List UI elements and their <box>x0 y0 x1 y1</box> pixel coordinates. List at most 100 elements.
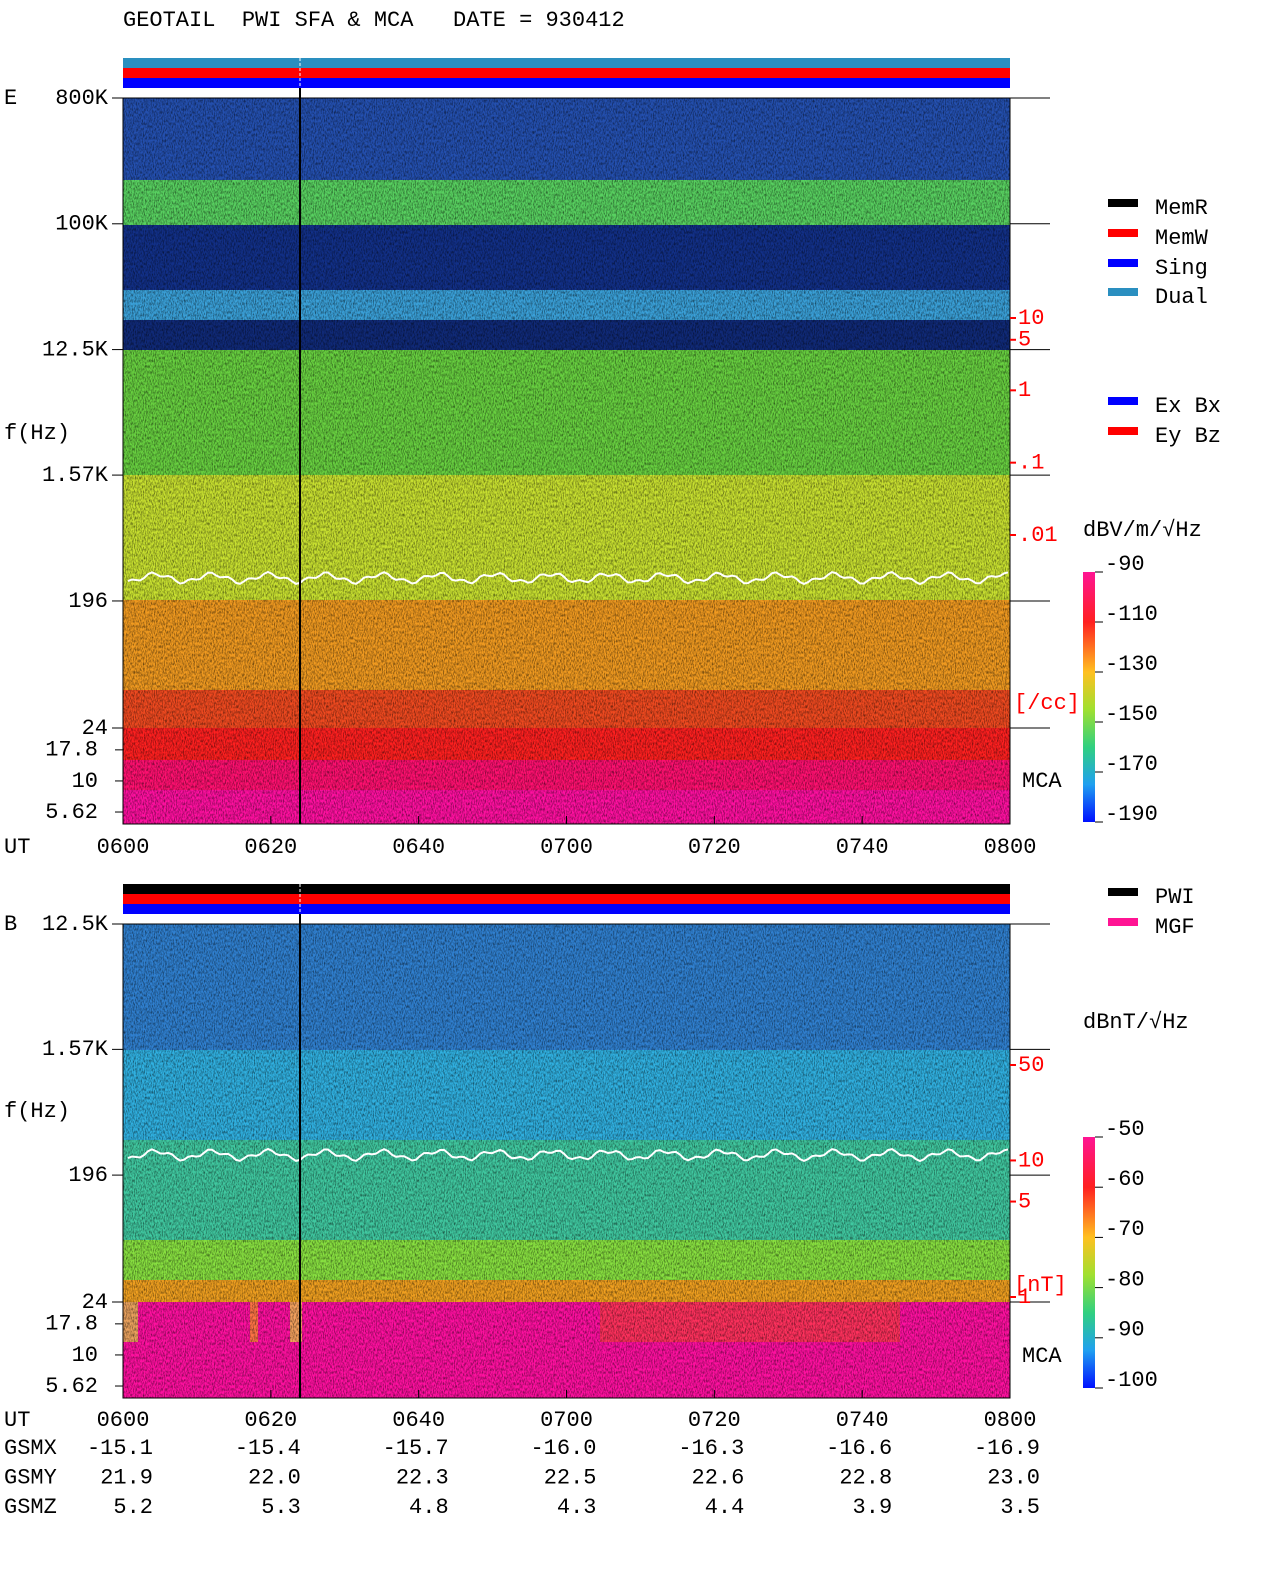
y-tick-label: 12.5K <box>42 337 109 362</box>
x-tick-label: 0800 <box>984 1408 1037 1433</box>
colorbar-tick-label: -170 <box>1105 752 1158 777</box>
colorbar-tick-label: -50 <box>1105 1117 1145 1142</box>
orbit-value: 4.4 <box>705 1495 745 1520</box>
panel-label: E <box>4 86 17 111</box>
colorbar-tick-label: -90 <box>1105 1318 1145 1343</box>
legend-label: Dual <box>1155 285 1208 310</box>
x-tick-label: 0740 <box>836 835 889 860</box>
orbit-value: -15.7 <box>383 1436 449 1461</box>
x-tick-label: 0740 <box>836 1408 889 1433</box>
colorbar-tick-label: -90 <box>1105 552 1145 577</box>
mca-tick-label: 5.62 <box>45 1374 98 1399</box>
status-bar <box>123 78 1010 88</box>
status-bar <box>123 884 1010 894</box>
density-tick-label: .1 <box>1018 450 1044 475</box>
legend-swatch <box>1108 918 1138 926</box>
colorbar-tick-label: -60 <box>1105 1167 1145 1192</box>
x-tick-label: 0620 <box>244 835 297 860</box>
y-tick-label: 1.57K <box>42 463 109 488</box>
orbit-value: 22.3 <box>396 1465 449 1490</box>
orbit-value: 5.3 <box>261 1495 301 1520</box>
y-axis-label: f(Hz) <box>4 421 70 446</box>
y-tick-label: 24 <box>82 716 108 741</box>
legend-swatch <box>1108 288 1138 296</box>
colorbar-tick-label: -110 <box>1105 602 1158 627</box>
density-tick-label: 1 <box>1018 1285 1031 1310</box>
x-tick-label: 0800 <box>984 835 1037 860</box>
orbit-value: 22.6 <box>692 1465 745 1490</box>
x-tick-label: 0600 <box>97 835 150 860</box>
orbit-value: 21.9 <box>100 1465 153 1490</box>
density-label: [/cc] <box>1014 691 1080 716</box>
mca-tick-label: 17.8 <box>45 1312 98 1337</box>
orbit-value: -16.0 <box>530 1436 596 1461</box>
orbit-value: 4.8 <box>409 1495 449 1520</box>
colorbar-label: dBnT/√Hz <box>1083 1010 1189 1035</box>
density-tick-label: 1 <box>1018 378 1031 403</box>
orbit-value: 22.0 <box>248 1465 301 1490</box>
legend-swatch <box>1108 397 1138 405</box>
colorbar <box>1083 572 1095 822</box>
colorbar-tick-label: -100 <box>1105 1368 1158 1393</box>
plasma-line <box>127 570 1009 586</box>
legend-swatch <box>1108 259 1138 267</box>
orbit-label: GSMX <box>4 1436 57 1461</box>
y-tick-label: 24 <box>82 1290 108 1315</box>
mca-tick-label: 17.8 <box>45 738 98 763</box>
legend-swatch <box>1108 888 1138 896</box>
y-tick-label: 196 <box>68 589 108 614</box>
legend-label: MemW <box>1155 226 1209 251</box>
panel-label: B <box>4 912 17 937</box>
colorbar-tick-label: -130 <box>1105 652 1158 677</box>
orbit-value: -16.9 <box>974 1436 1040 1461</box>
mca-tick-label: 10 <box>72 769 98 794</box>
orbit-value: 3.9 <box>853 1495 893 1520</box>
orbit-value: -16.6 <box>826 1436 892 1461</box>
status-bar <box>123 68 1010 78</box>
legend-label: PWI <box>1155 885 1195 910</box>
mca-tick-label: 5.62 <box>45 800 98 825</box>
legend-label: MemR <box>1155 196 1208 221</box>
x-tick-label: 0640 <box>392 1408 445 1433</box>
mca-tick-label: 10 <box>72 1343 98 1368</box>
colorbar-tick-label: -70 <box>1105 1217 1145 1242</box>
colorbar-tick-label: -150 <box>1105 702 1158 727</box>
legend-label: MGF <box>1155 915 1195 940</box>
legend-swatch <box>1108 199 1138 207</box>
plasma-line <box>127 1147 1009 1163</box>
status-bar <box>123 904 1010 914</box>
density-tick-label: 50 <box>1018 1053 1044 1078</box>
mca-label: MCA <box>1022 1344 1062 1369</box>
legend-label: Sing <box>1155 256 1208 281</box>
orbit-label: GSMY <box>4 1465 57 1490</box>
x-tick-label: 0700 <box>540 1408 593 1433</box>
y-tick-label: 12.5K <box>42 912 109 937</box>
y-tick-label: 800K <box>55 86 109 111</box>
orbit-value: -16.3 <box>678 1436 744 1461</box>
x-tick-label: 0720 <box>688 835 741 860</box>
status-bar <box>123 58 1010 68</box>
orbit-value: 23.0 <box>987 1465 1040 1490</box>
orbit-value: 4.3 <box>557 1495 597 1520</box>
y-tick-label: 196 <box>68 1163 108 1188</box>
orbit-label: GSMZ <box>4 1495 57 1520</box>
density-tick-label: 10 <box>1018 306 1044 331</box>
spectrogram-noise <box>123 924 1010 1398</box>
colorbar-tick-label: -190 <box>1105 802 1158 827</box>
colorbar-tick-label: -80 <box>1105 1267 1145 1292</box>
legend-label: Ex Bx <box>1155 394 1221 419</box>
density-label: [nT] <box>1014 1273 1067 1298</box>
x-tick-label: 0600 <box>97 1408 150 1433</box>
orbit-value: 22.5 <box>544 1465 597 1490</box>
orbit-value: -15.1 <box>87 1436 153 1461</box>
status-bar <box>123 894 1010 904</box>
density-tick-label: 10 <box>1018 1148 1044 1173</box>
density-tick-label: 5 <box>1018 328 1031 353</box>
title: GEOTAIL PWI SFA & MCA DATE = 930412 <box>123 8 625 33</box>
legend-swatch <box>1108 427 1138 435</box>
legend-swatch <box>1108 229 1138 237</box>
spectrogram-noise <box>123 98 1010 824</box>
y-axis-label: f(Hz) <box>4 1099 70 1124</box>
x-tick-label: 0620 <box>244 1408 297 1433</box>
